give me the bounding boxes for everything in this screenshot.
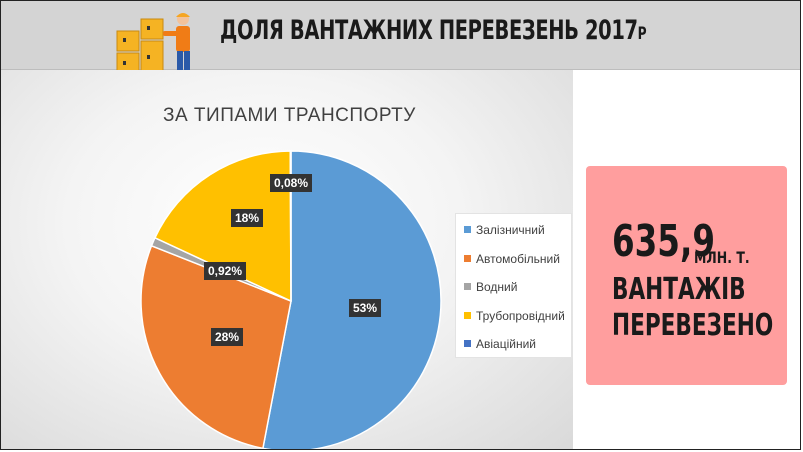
data-label-1: 53% — [349, 299, 382, 317]
pie-slice-4 — [153, 150, 292, 303]
data-label-3: 0,92% — [204, 262, 247, 280]
stat-line-3: ПЕРЕВЕЗЕНО — [612, 308, 774, 343]
legend-item-4: Трубопровідний — [464, 308, 565, 324]
legend-label: Трубопровідний — [476, 308, 565, 323]
header-bar: ДОЛЯ ВАНТАЖНИХ ПЕРЕВЕЗЕНЬ 2017Р — [1, 1, 800, 82]
legend-swatch — [464, 254, 471, 262]
legend-label: Водний — [476, 280, 518, 294]
pie-slice-2 — [140, 244, 292, 449]
pie-chart — [140, 150, 442, 449]
page-title-suffix: Р — [637, 24, 647, 44]
chart-title: ЗА ТИПАМИ ТРАНСПОРТУ — [163, 105, 416, 126]
legend-label: Залізничний — [476, 223, 545, 237]
warehouse-worker-boxes-icon — [109, 13, 192, 82]
page-title: ДОЛЯ ВАНТАЖНИХ ПЕРЕВЕЗЕНЬ 2017Р — [220, 15, 647, 46]
legend-item-3: Водний — [464, 279, 517, 295]
stat-line-2: ВАНТАЖІВ — [612, 272, 746, 307]
legend-item-2: Автомобільний — [464, 251, 560, 267]
legend-swatch — [464, 340, 471, 348]
legend-swatch — [464, 311, 471, 319]
chart-legend: Залізничний Автомобільний Водний Трубопрові… — [455, 213, 572, 358]
data-label-5: 0,08% — [270, 174, 313, 192]
data-label-2: 28% — [211, 328, 244, 346]
stat-value: 635,9 — [612, 216, 715, 267]
legend-label: Автомобільний — [476, 251, 560, 266]
legend-item-5: Авіаційний — [464, 336, 536, 352]
legend-swatch — [464, 226, 471, 234]
legend-label: Авіаційний — [476, 337, 536, 351]
legend-item-1: Залізничний — [464, 222, 545, 238]
legend-swatch — [464, 283, 471, 291]
stat-box: 635,9 МЛН. Т. ВАНТАЖІВ ПЕРЕВЕЗЕНО — [586, 166, 787, 385]
data-label-4: 18% — [231, 209, 264, 227]
stat-unit: МЛН. Т. — [694, 248, 750, 267]
